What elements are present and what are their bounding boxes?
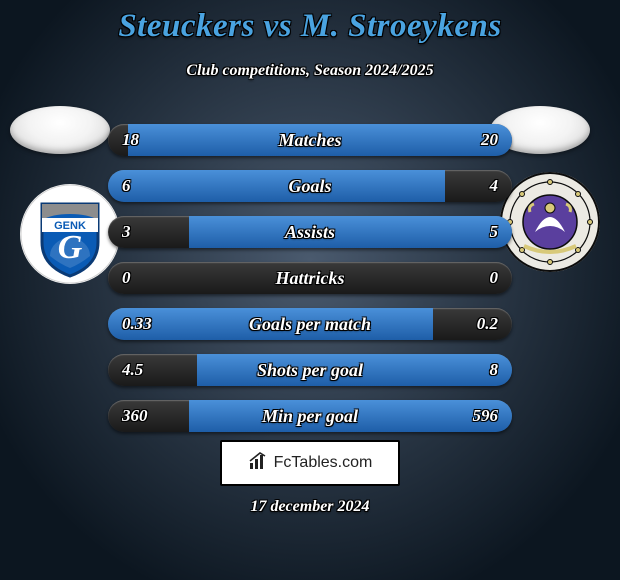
stat-bar-left <box>108 308 310 340</box>
stat-value-left: 360 <box>122 400 148 432</box>
chart-icon <box>248 451 268 476</box>
stat-bar-right <box>310 170 445 202</box>
stat-bar-left <box>128 124 310 156</box>
stat-row: 360596Min per goal <box>108 400 512 432</box>
stat-row: 64Goals <box>108 170 512 202</box>
source-badge: FcTables.com <box>220 440 400 486</box>
stat-value-left: 4.5 <box>122 354 143 386</box>
stat-value-right: 0 <box>490 262 499 294</box>
player-left-photo <box>10 106 110 154</box>
stat-value-left: 0 <box>122 262 131 294</box>
stat-row: 4.58Shots per goal <box>108 354 512 386</box>
stat-row: 0.330.2Goals per match <box>108 308 512 340</box>
stat-bar-right <box>310 400 512 432</box>
stat-bar-right <box>310 308 433 340</box>
stat-row: 0 0Hattricks <box>108 262 512 294</box>
footer-date: 17 december 2024 <box>0 498 620 516</box>
stat-label: Hattricks <box>108 262 512 294</box>
svg-text:G: G <box>58 229 83 266</box>
stat-bar-left <box>197 354 310 386</box>
stat-value-left: 3 <box>122 216 131 248</box>
stats-panel: 1820Matches 64Goals 35Assists 0 0Hattricks 0.… <box>108 124 512 446</box>
stat-bar-right <box>310 216 512 248</box>
club-crest-left: GENK G <box>20 184 120 284</box>
stat-bar-right <box>310 124 512 156</box>
source-label: FcTables.com <box>274 454 373 472</box>
stat-row: 35Assists <box>108 216 512 248</box>
stat-value-right: 4 <box>490 170 499 202</box>
club-crest-right <box>500 172 600 272</box>
stat-value-right: 0.2 <box>477 308 498 340</box>
stat-bar-right <box>310 354 512 386</box>
stat-bar-left <box>189 216 310 248</box>
page-subtitle: Club competitions, Season 2024/2025 <box>0 62 620 80</box>
stat-bar-left <box>189 400 310 432</box>
stat-row: 1820Matches <box>108 124 512 156</box>
page-title: Steuckers vs M. Stroeykens <box>0 8 620 45</box>
stat-bar-left <box>108 170 310 202</box>
